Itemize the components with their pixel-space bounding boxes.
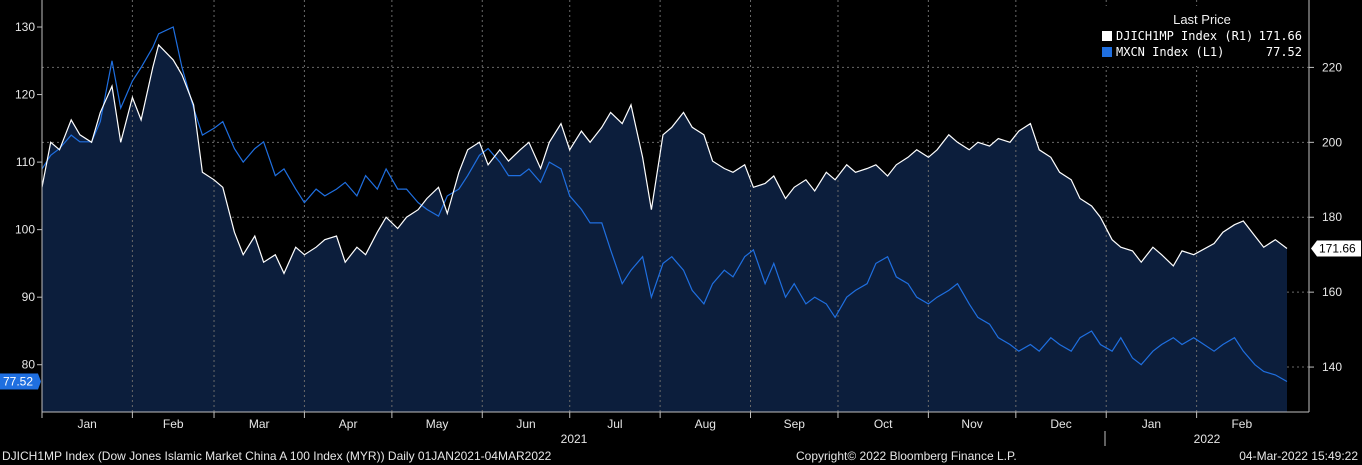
legend-item-name: MXCN Index (L1) <box>1116 45 1225 59</box>
white-series-area <box>42 44 1287 413</box>
legend-swatch-white <box>1102 31 1112 41</box>
left-tick-label: 130 <box>15 20 35 34</box>
mxcn-series-line <box>41 26 1288 383</box>
year-label-2022: 2022 <box>1194 432 1221 446</box>
mxcn-last-value-label: 77.52 <box>3 374 33 388</box>
month-label: Aug <box>695 417 716 431</box>
right-tick-label: 200 <box>1322 135 1342 149</box>
legend-item-name: DJICH1MP Index (R1) <box>1116 29 1254 43</box>
left-tick-label: 120 <box>15 88 35 102</box>
month-label: Mar <box>249 417 270 431</box>
left-tick-label: 80 <box>22 358 36 372</box>
month-label: Feb <box>1231 417 1252 431</box>
legend-item-value: 171.66 <box>1258 29 1302 43</box>
right-tick-label: 180 <box>1322 210 1342 224</box>
legend-item-mxcn: MXCN Index (L1) 77.52 <box>1102 45 1302 60</box>
left-axis-ticks: 80 90 100 110 120 130 <box>15 20 42 372</box>
left-tick-label: 110 <box>16 155 35 169</box>
right-tick-label: 220 <box>1322 60 1342 74</box>
legend-item-value: 77.52 <box>1265 45 1302 59</box>
month-label: Feb <box>163 417 184 431</box>
djich1mp-last-value-tag <box>1311 240 1361 257</box>
mxcn-last-value-tag <box>0 373 38 390</box>
footer-security-description: DJICH1MP Index (Dow Jones Islamic Market… <box>2 449 552 463</box>
year-label-2021: 2021 <box>561 432 588 446</box>
left-tick-label: 100 <box>15 223 35 237</box>
footer-copyright: Copyright© 2022 Bloomberg Finance L.P. <box>796 449 1017 463</box>
footer-timestamp: 04-Mar-2022 15:49:22 <box>1239 449 1358 463</box>
mxcn-last-value-arrow <box>38 373 41 390</box>
month-label: May <box>426 417 449 431</box>
month-label: Apr <box>339 417 358 431</box>
x-axis-month-labels: Jan Feb Mar Apr May Jun Jul Aug Sep Oct Nov Dec Jan F… <box>41 412 1252 431</box>
djich1mp-series-line <box>41 43 1288 275</box>
right-tick-label: 140 <box>1322 360 1342 374</box>
axes <box>41 0 1310 413</box>
legend: Last Price DJICH1MP Index (R1) 171.66 MX… <box>1096 6 1308 66</box>
right-tick-label: 160 <box>1322 285 1342 299</box>
legend-item-djich1mp: DJICH1MP Index (R1) 171.66 <box>1102 29 1302 44</box>
month-label: Oct <box>874 417 893 431</box>
last-value-tags: 171.66 77.52 <box>0 240 1361 390</box>
month-label: Sep <box>784 417 806 431</box>
month-label: Jan <box>1142 417 1161 431</box>
x-axis-year-labels: 2021 2022 <box>561 431 1221 446</box>
djich1mp-last-value-label: 171.66 <box>1319 241 1356 255</box>
legend-title: Last Price <box>1173 12 1231 27</box>
month-label: Jul <box>607 417 622 431</box>
left-tick-label: 90 <box>22 290 36 304</box>
legend-swatch-blue <box>1102 47 1112 57</box>
right-axis-ticks: 140 160 180 200 220 <box>1309 60 1342 374</box>
month-label: Nov <box>961 417 982 431</box>
month-label: Jun <box>516 417 535 431</box>
month-label: Dec <box>1050 417 1071 431</box>
month-label: Jan <box>78 417 97 431</box>
month-gridlines <box>131 0 1198 412</box>
